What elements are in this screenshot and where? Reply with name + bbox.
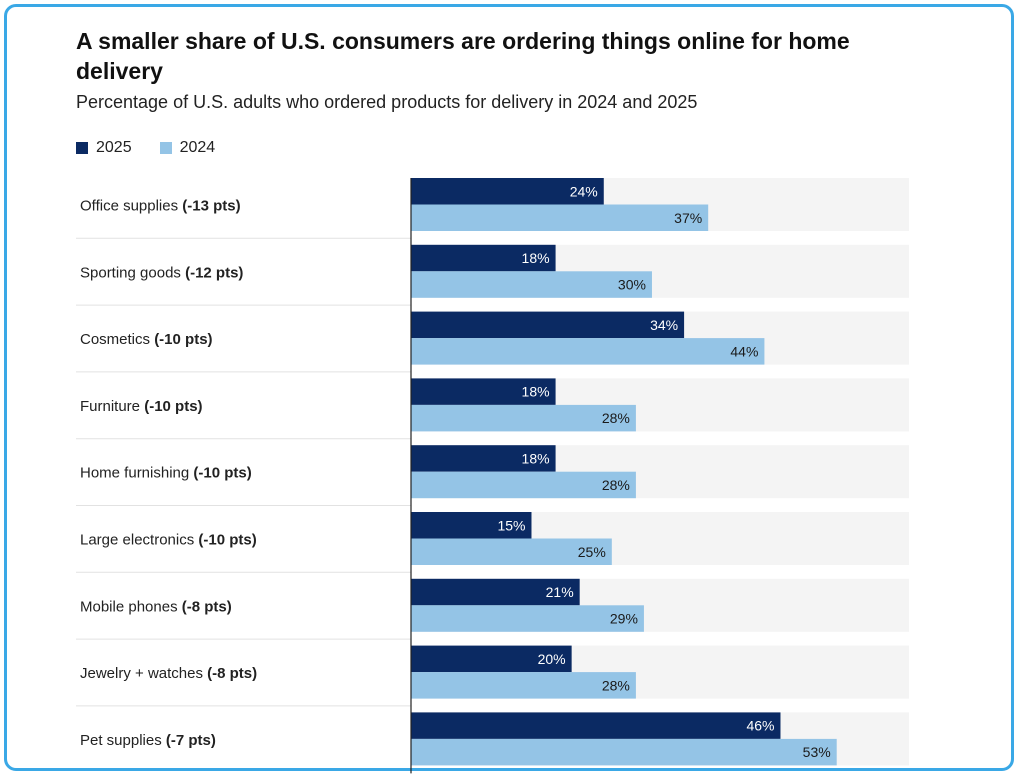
bar-value-label-2024: 28% <box>602 677 630 693</box>
bar-value-label-2025: 18% <box>522 384 550 400</box>
category-change: (-7 pts) <box>166 732 216 749</box>
category-change: (-13 pts) <box>182 198 240 215</box>
category-change: (-12 pts) <box>185 264 243 281</box>
bar-2025 <box>411 378 556 405</box>
legend-label-2024: 2024 <box>179 139 216 156</box>
category-change: (-10 pts) <box>154 331 212 348</box>
bar-2024 <box>411 538 612 565</box>
bar-2025 <box>411 512 532 539</box>
bar-2024 <box>411 672 636 699</box>
bar-2025 <box>411 445 556 472</box>
category-label: Pet supplies (-7 pts) <box>80 732 216 749</box>
bar-2024 <box>411 271 652 298</box>
bar-value-label-2024: 30% <box>618 277 646 293</box>
bar-value-label-2025: 18% <box>522 250 550 266</box>
legend-item-2025: 2025 <box>76 139 132 157</box>
bar-value-label-2025: 15% <box>497 517 525 533</box>
bar-2025 <box>411 578 580 606</box>
legend: 2025 2024 <box>76 139 215 157</box>
category-name: Home furnishing <box>80 465 193 482</box>
category-label: Mobile phones (-8 pts) <box>80 598 232 615</box>
bar-value-label-2024: 29% <box>610 611 638 627</box>
bar-2024 <box>411 471 636 499</box>
bar-value-label-2024: 37% <box>674 210 702 226</box>
legend-swatch-2025 <box>76 142 88 154</box>
bar-2024 <box>411 404 636 432</box>
bar-value-label-2024: 28% <box>602 477 630 493</box>
bar-value-label-2025: 20% <box>538 651 566 667</box>
bar-value-label-2024: 28% <box>602 410 630 426</box>
bar-value-label-2025: 24% <box>570 183 598 199</box>
bar-2025 <box>411 311 685 339</box>
category-name: Office supplies <box>80 198 182 215</box>
bar-2024 <box>411 204 709 231</box>
bar-2024 <box>411 738 837 766</box>
category-name: Furniture <box>80 398 144 415</box>
bar-2025 <box>411 645 572 673</box>
bar-value-label-2025: 18% <box>522 450 550 466</box>
category-change: (-10 pts) <box>198 532 256 549</box>
bar-value-label-2025: 46% <box>746 718 774 734</box>
legend-swatch-2024 <box>159 142 172 154</box>
category-name: Jewelry + watches <box>80 665 207 682</box>
bar-value-label-2024: 53% <box>803 744 831 760</box>
category-name: Cosmetics <box>80 331 154 348</box>
bar-2025 <box>411 244 556 272</box>
category-change: (-10 pts) <box>144 398 202 415</box>
bar-value-label-2024: 25% <box>578 544 606 560</box>
category-label: Large electronics (-10 pts) <box>80 532 257 549</box>
category-change: (-8 pts) <box>207 665 257 682</box>
category-label: Home furnishing (-10 pts) <box>80 465 252 482</box>
legend-label-2025: 2025 <box>96 139 132 156</box>
category-change: (-8 pts) <box>182 598 232 615</box>
chart-title: A smaller share of U.S. consumers are or… <box>76 28 850 84</box>
category-name: Sporting goods <box>80 264 185 281</box>
bar-2024 <box>411 605 644 632</box>
category-name: Mobile phones <box>80 598 182 615</box>
chart-subtitle: Percentage of U.S. adults who ordered pr… <box>76 92 698 112</box>
category-label: Furniture (-10 pts) <box>80 398 203 415</box>
bar-value-label-2025: 34% <box>650 317 678 333</box>
category-label: Jewelry + watches (-8 pts) <box>80 665 257 682</box>
bar-value-label-2024: 44% <box>730 343 758 359</box>
bar-2025 <box>411 712 781 739</box>
bar-value-label-2025: 21% <box>546 584 574 600</box>
bar-2025 <box>411 178 604 205</box>
category-label: Cosmetics (-10 pts) <box>80 331 213 348</box>
category-label: Sporting goods (-12 pts) <box>80 264 243 281</box>
bar-2024 <box>411 338 765 365</box>
category-name: Large electronics <box>80 532 198 549</box>
category-name: Pet supplies <box>80 732 166 749</box>
legend-item-2024: 2024 <box>159 139 216 157</box>
category-change: (-10 pts) <box>193 465 251 482</box>
category-label: Office supplies (-13 pts) <box>80 198 241 215</box>
